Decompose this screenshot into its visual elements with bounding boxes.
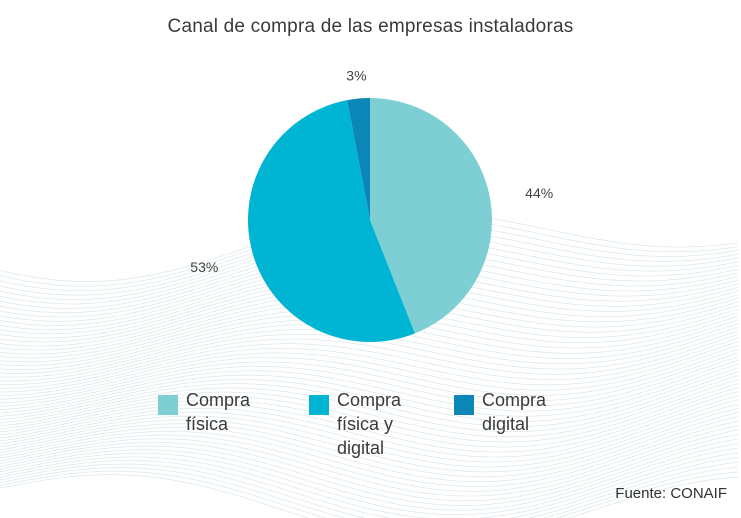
wave-line <box>0 334 739 386</box>
pie-slice <box>347 97 370 220</box>
wave-line <box>0 443 739 511</box>
wave-line <box>0 356 739 407</box>
legend-label-line: digital <box>482 414 530 434</box>
wave-line <box>0 399 739 463</box>
wave-line <box>0 360 739 412</box>
legend-label: Compra digital <box>482 388 592 436</box>
wave-line <box>0 452 739 518</box>
wave-line <box>0 367 739 422</box>
wave-line <box>0 462 739 518</box>
wave-line <box>0 383 739 443</box>
wave-line <box>0 434 739 501</box>
wave-line <box>0 395 739 458</box>
wave-line <box>0 379 739 438</box>
wave-line <box>0 425 739 492</box>
wave-line <box>0 429 739 497</box>
wave-line <box>0 470 739 518</box>
legend-label: Compra física <box>186 388 296 436</box>
wave-line <box>0 466 739 518</box>
wave-line <box>0 447 739 516</box>
source-note: Fuente: CONAIF <box>615 485 727 502</box>
data-label: 44% <box>525 185 553 201</box>
legend-label-line: Compra <box>337 390 402 410</box>
legend-label-line: física y <box>337 414 394 434</box>
legend-item-compra-digital: Compra digital <box>454 388 592 436</box>
legend-swatch <box>158 395 178 415</box>
wave-line <box>0 375 739 432</box>
legend-label-line: Compra <box>186 390 251 410</box>
wave-line <box>0 363 739 417</box>
chart-title: Canal de compra de las empresas instalad… <box>167 16 574 37</box>
wave-line <box>0 371 739 427</box>
wave-line <box>0 387 739 448</box>
wave-line <box>0 438 739 506</box>
wave-line <box>0 403 739 468</box>
wave-line <box>0 391 739 453</box>
legend-label-line: digital <box>337 438 385 458</box>
wave-line <box>0 341 739 393</box>
legend-swatch <box>454 395 474 415</box>
wave-line <box>0 457 739 518</box>
legend-label-line: Compra <box>482 390 547 410</box>
legend-item-compra-fisica-y-digital: Compra física y digital <box>309 388 447 460</box>
pie-slice <box>247 100 415 343</box>
wave-line <box>0 412 739 478</box>
wave-line <box>0 348 739 400</box>
wave-line <box>0 337 739 389</box>
wave-line <box>0 352 739 404</box>
wave-line <box>0 420 739 487</box>
pie-slice <box>370 98 492 334</box>
wave-line <box>0 474 739 518</box>
legend-item-compra-fisica: Compra física <box>158 388 296 436</box>
data-label: 53% <box>190 259 218 275</box>
wave-line <box>0 345 739 396</box>
legend-swatch <box>309 395 329 415</box>
wave-line <box>0 416 739 483</box>
data-label: 3% <box>346 67 366 83</box>
legend-label-line: física <box>186 414 229 434</box>
legend-label: Compra física y digital <box>337 388 447 460</box>
wave-line <box>0 407 739 473</box>
